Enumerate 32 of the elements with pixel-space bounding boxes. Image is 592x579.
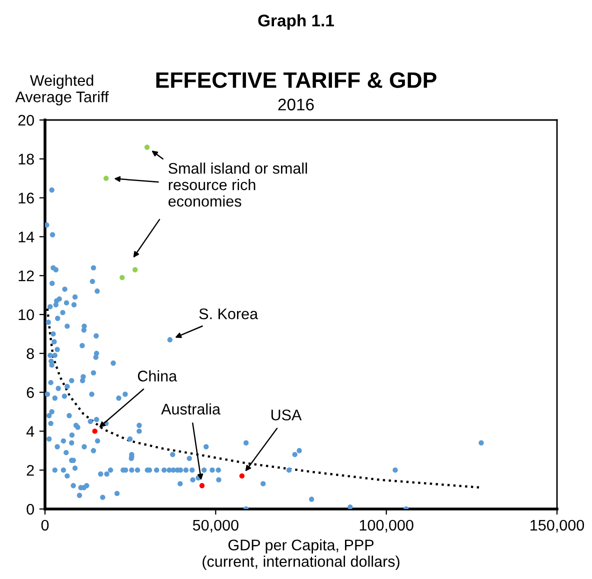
y-tick-label: 14 [18,232,34,242]
x-tick-label: 100,000 [360,520,414,532]
y-axis-title: Weighted Average Tariff [15,74,109,106]
y-tick-label: 2 [26,464,34,476]
caption: Graph 1.1 [258,14,334,30]
y-tick-label: 18 [18,154,34,165]
chart-title: EFFECTIVE TARIFF & GDP [156,72,436,88]
y-tick-label: 6 [26,387,34,398]
point [199,483,205,488]
annotation: S. Korea [199,308,258,320]
annotation: Small island or small resource rich economies [168,162,307,207]
y-tick-label: 4 [26,426,34,437]
x-tick-label: 50,000 [192,520,238,532]
y-tick-label: 12 [18,270,34,282]
y-tick-label: 8 [26,348,34,360]
y-tick-label: 10 [18,309,34,320]
point [104,176,109,181]
point [92,428,98,434]
x-axis-title: GDP per Capita, PPP (current, international dollars) [202,539,400,570]
y-tick-label: 16 [18,192,34,204]
annotation: Australia [161,403,220,415]
x-tick-label: 0 [41,520,49,531]
chart-subtitle: 2016 [278,98,314,110]
y-tick-label: 20 [18,114,34,126]
y-tick-label: 0 [26,504,34,515]
x-tick-label: 150,000 [530,520,584,532]
point [144,144,150,150]
point [239,473,245,479]
point [132,267,138,272]
annotation: China [138,370,178,382]
annotation: USA [271,410,302,420]
point [120,274,125,280]
